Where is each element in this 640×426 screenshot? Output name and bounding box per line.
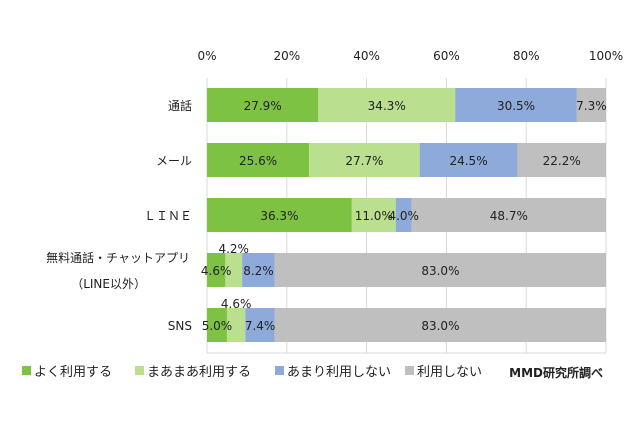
bar-segment: [455, 88, 577, 122]
bar-segment: [207, 198, 352, 232]
data-label: 8.2%: [243, 264, 274, 278]
bar-segment: [395, 198, 412, 232]
category-label: ＬＩＮＥ: [144, 209, 192, 223]
x-tick-label: 20%: [273, 49, 300, 63]
data-label: 25.6%: [239, 154, 277, 168]
category-sublabel: （LINE以外）: [71, 277, 146, 291]
bars: [207, 88, 606, 342]
legend: よく利用する まあまあ利用する あまり利用しない 利用しない: [22, 365, 482, 380]
bar-segment: [274, 253, 606, 287]
bar-segment: [309, 143, 420, 177]
data-label: 34.3%: [368, 99, 406, 113]
data-labels: 27.9% 34.3% 30.5% 7.3% 25.6% 27.7% 24.5% 22.2% 3…: [201, 99, 607, 333]
bar-segment: [225, 253, 243, 287]
x-tick-labels: 0% 20% 40% 60% 80% 100%: [197, 49, 623, 63]
bar-segment: [517, 143, 606, 177]
legend-label: 利用しない: [417, 365, 482, 380]
bar-segment: [245, 308, 275, 342]
legend-label: まあまあ利用する: [147, 365, 251, 380]
bar-segment: [411, 198, 606, 232]
data-label: 4.6%: [221, 297, 252, 311]
bar-segment: [226, 308, 246, 342]
data-label: 24.5%: [449, 154, 487, 168]
legend-label: あまり利用しない: [287, 365, 391, 380]
bar-segment: [576, 88, 606, 122]
data-label: 27.7%: [345, 154, 383, 168]
x-tick-label: 100%: [589, 49, 623, 63]
data-label: 30.5%: [497, 99, 535, 113]
bar-segment: [207, 253, 226, 287]
legend-swatch: [405, 366, 414, 375]
x-tick-label: 80%: [513, 49, 540, 63]
legend-swatch: [135, 366, 144, 375]
bar-segment: [207, 308, 227, 342]
data-label: 7.3%: [576, 99, 607, 113]
bar-segment: [242, 253, 275, 287]
legend-swatch: [275, 366, 284, 375]
bar-segment: [419, 143, 518, 177]
data-label: 4.6%: [201, 264, 232, 278]
x-tick-label: 40%: [353, 49, 380, 63]
legend-swatch: [22, 366, 31, 375]
category-label: 無料通話・チャットアプリ: [46, 250, 190, 265]
x-tick-label: 60%: [433, 49, 460, 63]
data-label: 4.0%: [388, 209, 419, 223]
data-label: 7.4%: [245, 319, 276, 333]
data-label: 36.3%: [260, 209, 298, 223]
bar-segment: [274, 308, 606, 342]
data-label: 27.9%: [244, 99, 282, 113]
data-label: 83.0%: [421, 319, 459, 333]
category-label: 通話: [168, 98, 192, 113]
data-label: 5.0%: [202, 319, 233, 333]
bar-segment: [207, 88, 319, 122]
category-label: メール: [156, 154, 192, 168]
source-note: MMD研究所調べ: [509, 365, 603, 380]
bar-segment: [318, 88, 456, 122]
category-label: SNS: [168, 319, 192, 333]
data-label: 11.0%: [355, 209, 393, 223]
x-tick-label: 0%: [197, 49, 216, 63]
bar-segment: [351, 198, 396, 232]
data-label: 4.2%: [218, 242, 249, 256]
data-label: 22.2%: [543, 154, 581, 168]
legend-label: よく利用する: [34, 365, 112, 380]
data-label: 83.0%: [421, 264, 459, 278]
bar-segment: [207, 143, 310, 177]
data-label: 48.7%: [490, 209, 528, 223]
